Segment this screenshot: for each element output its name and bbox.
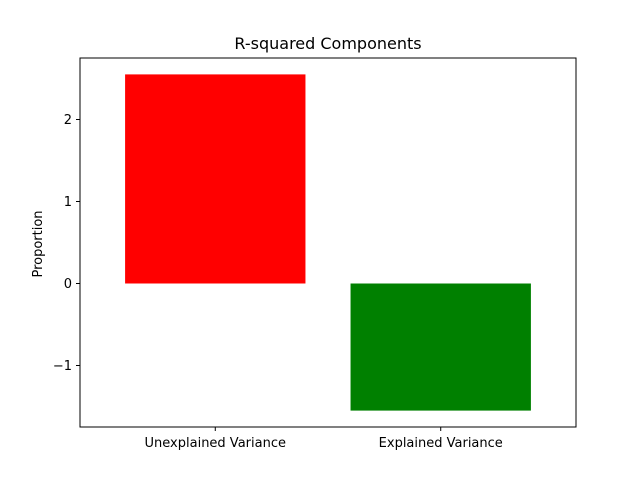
bar-unexplained-variance [125, 74, 306, 284]
bar-explained-variance [350, 283, 531, 411]
x-axis: Unexplained Variance Explained Variance [145, 427, 503, 451]
y-axis-label: Proportion [31, 210, 46, 277]
y-tick-label: −1 [53, 359, 72, 374]
y-tick-label: 2 [64, 113, 72, 128]
bars-group [125, 74, 531, 411]
x-tick-label: Explained Variance [379, 436, 503, 451]
y-tick-label: 1 [64, 195, 72, 210]
x-tick-label: Unexplained Variance [145, 436, 286, 451]
y-axis: −1 0 1 2 [53, 113, 80, 374]
y-tick-label: 0 [64, 277, 72, 292]
plot-frame [79, 57, 577, 428]
chart-title: R-squared Components [234, 34, 421, 53]
